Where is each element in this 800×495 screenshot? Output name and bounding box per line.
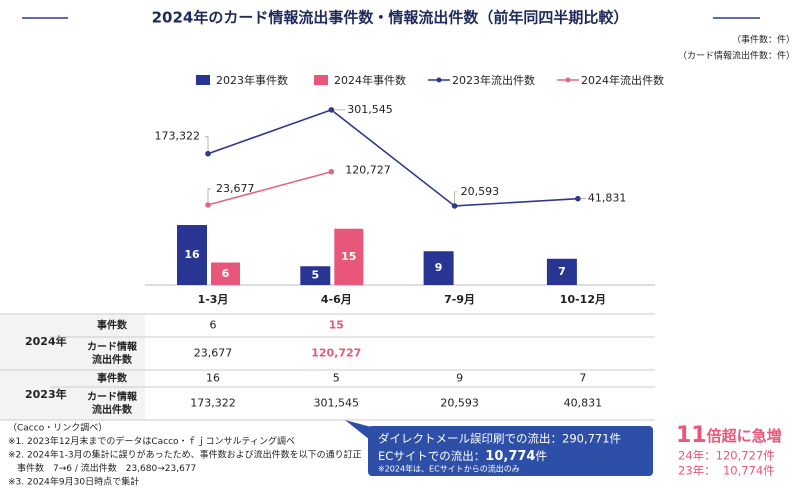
bar-label: 15	[341, 250, 356, 263]
table-row-label: カード情報	[87, 390, 138, 403]
table-label-bg	[0, 314, 145, 420]
unit-note: （事件数：件）	[732, 34, 795, 46]
table-row-label: 事件数	[97, 372, 128, 385]
table-year: 2024年	[25, 334, 67, 348]
legend-label: 2024年流出件数	[581, 73, 664, 87]
line-label: 301,545	[347, 103, 393, 116]
table-cell: 16	[206, 372, 220, 385]
line-label: 20,593	[461, 185, 500, 198]
highlight-line: 23年： 10,774件	[678, 464, 775, 478]
x-tick-label: 4-6月	[321, 293, 352, 306]
table-cell: 20,593	[440, 397, 479, 410]
line	[207, 170, 332, 206]
note: ※1. 2023年12月末までのデータはCacco・ｆｊコンサルティング調べ	[8, 435, 295, 447]
callout-box	[368, 426, 653, 476]
table-cell: 7	[579, 372, 586, 385]
note: （Cacco・リンク調べ）	[8, 422, 107, 434]
callout-number: 10,774	[485, 449, 535, 464]
headline: 11倍超に急増	[676, 423, 782, 448]
highlight-line: 24年：120,727件	[678, 449, 775, 463]
callout-note: ※2024年は、ECサイトからの流出のみ	[378, 464, 520, 474]
line-point	[451, 203, 458, 209]
leader-line	[207, 188, 211, 202]
table-cell: 9	[456, 372, 463, 385]
table-cell: 23,677	[194, 347, 233, 360]
bar	[300, 266, 331, 285]
line-label: 23,677	[216, 182, 255, 195]
line-point	[205, 150, 211, 157]
x-tick-label: 10-12月	[560, 293, 606, 306]
bar-label: 9	[435, 261, 443, 274]
bar-label: 5	[311, 269, 319, 282]
table-cell: 15	[329, 319, 344, 332]
legend-label: 2023年流出件数	[452, 73, 535, 87]
leader-line	[205, 136, 209, 151]
note: ※2. 2024年1-3月の集計に誤りがあったため、事件数および流出件数を以下の…	[8, 449, 362, 461]
bar	[177, 225, 207, 285]
chart-title: 2024年のカード情報流出事件数・情報流出件数（前年同四半期比較）	[152, 9, 629, 27]
line-label: 41,831	[588, 192, 627, 205]
table-cell: 173,322	[190, 397, 236, 410]
headline-number: 11	[676, 423, 707, 448]
line-point	[205, 202, 211, 208]
notes: （Cacco・リンク調べ）※1. 2023年12月末までのデータはCacco・ｆ…	[8, 422, 362, 488]
legend-label: 2024年事件数	[334, 73, 406, 87]
bar	[423, 251, 454, 285]
callout-pointer	[345, 420, 375, 440]
bar-label: 16	[184, 248, 200, 261]
bar	[546, 258, 577, 285]
bar	[211, 262, 240, 285]
line-label: 173,322	[155, 130, 201, 143]
callout-text: 件	[535, 449, 547, 463]
table-year: 2023年	[25, 387, 67, 401]
table-cell: 120,727	[311, 347, 361, 360]
line-label: 120,727	[345, 164, 391, 177]
callout-text: ECサイトでの流出：10,774件	[378, 449, 547, 464]
headline-text: 倍超に急増	[707, 427, 782, 445]
callout-text: ECサイトでの流出：	[378, 449, 485, 463]
bar-label: 7	[558, 265, 566, 278]
x-tick-label: 1-3月	[198, 293, 229, 306]
table-row-label: 流出件数	[92, 403, 133, 416]
table-cell: 6	[210, 319, 217, 332]
leader-line	[454, 191, 458, 203]
legend-label: 2023年事件数	[216, 73, 288, 87]
table-row-label: カード情報	[87, 340, 138, 353]
callout-text: ダイレクトメール誤印刷での流出：290,771件	[378, 432, 621, 446]
table-row-label: 事件数	[97, 319, 128, 332]
line-point	[328, 168, 335, 175]
bar	[334, 228, 364, 285]
note: 事件数 7→6 / 流出件数 23,680→23,677	[8, 462, 196, 474]
table-cell: 40,831	[564, 397, 603, 410]
x-tick-label: 7-9月	[444, 293, 475, 306]
table-row-label: 流出件数	[92, 353, 133, 366]
legend-swatch	[314, 75, 328, 85]
legend-swatch	[436, 77, 442, 83]
table-cell: 5	[333, 372, 340, 385]
line	[207, 108, 578, 207]
bar-label: 6	[222, 267, 230, 280]
line-point	[328, 107, 335, 113]
leader-line	[330, 168, 335, 172]
legend-swatch	[196, 75, 210, 85]
line-point	[575, 195, 581, 202]
unit-note: （カード情報流出件数：件）	[678, 50, 795, 62]
table-cell: 301,545	[314, 397, 360, 410]
legend-swatch	[565, 77, 571, 83]
note: ※3. 2024年9月30日時点で集計	[8, 476, 139, 488]
